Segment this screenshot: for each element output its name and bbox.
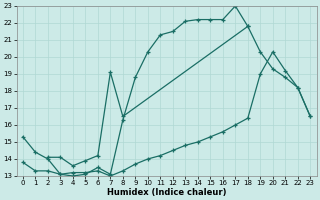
X-axis label: Humidex (Indice chaleur): Humidex (Indice chaleur) [107, 188, 226, 197]
